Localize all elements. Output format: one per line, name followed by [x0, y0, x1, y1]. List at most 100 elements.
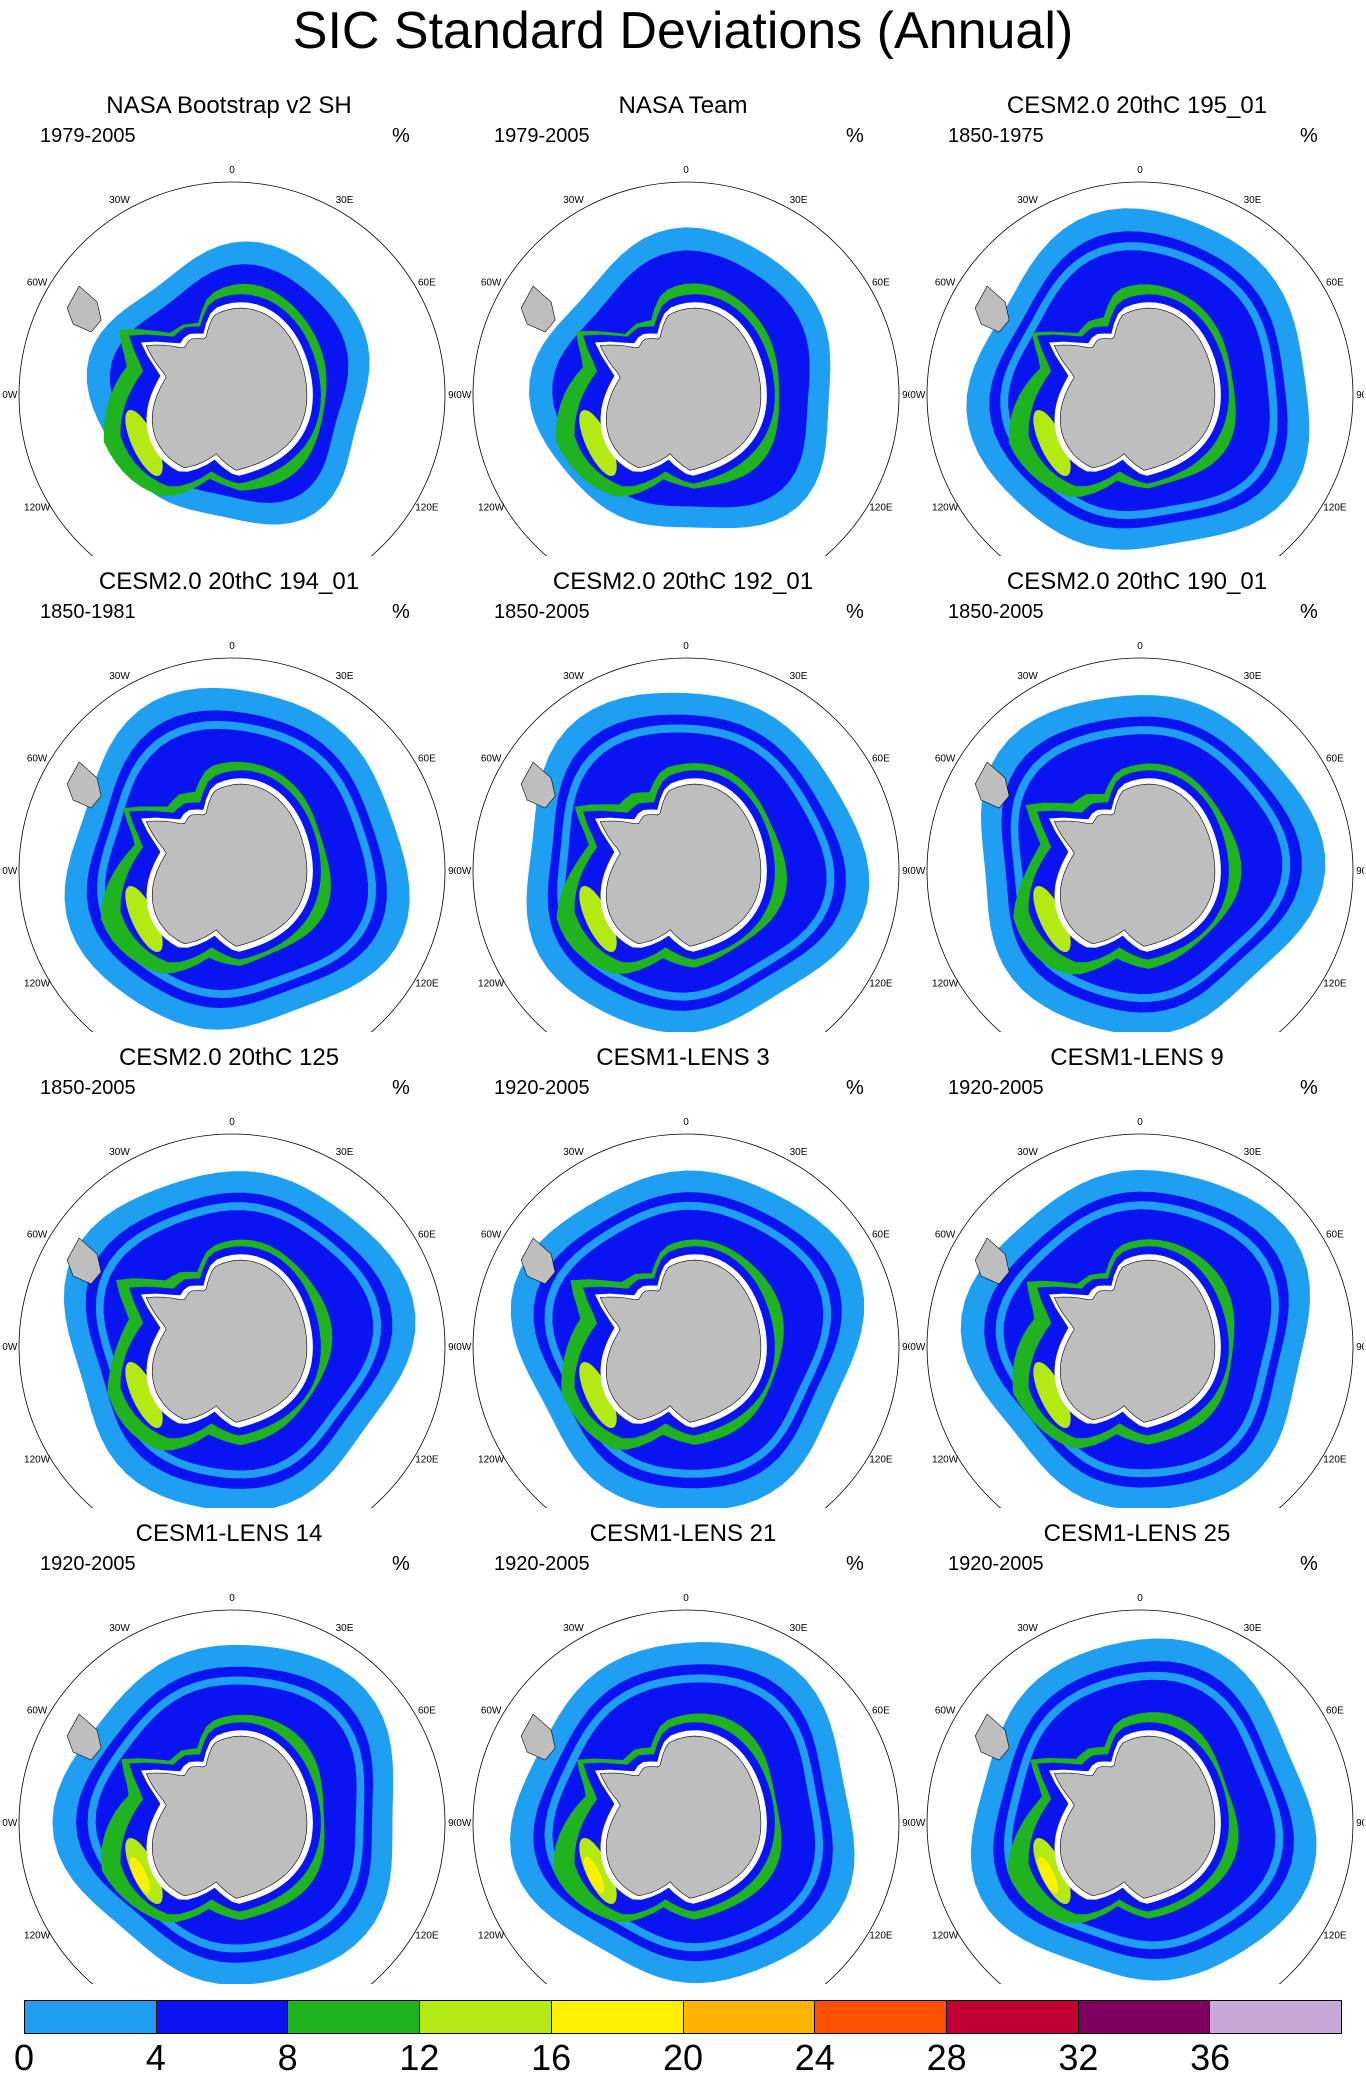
- longitude-label: 60E: [418, 754, 436, 765]
- longitude-label: 120W: [932, 1931, 959, 1942]
- longitude-label: 0: [229, 1117, 235, 1128]
- polar-map: 030E60E90E120E150E180150W120W90W60W30W: [910, 641, 1364, 1032]
- map-panel: 030E60E90E120E150E180150W120W90W60W30WCE…: [456, 1032, 910, 1508]
- colorbar-label: 32: [1058, 2037, 1099, 2078]
- colorbar-label: 12: [399, 2037, 440, 2078]
- panel-period: 1920-2005: [494, 1553, 590, 1575]
- longitude-label: 30E: [336, 1147, 354, 1158]
- map-layers: [520, 692, 870, 1032]
- map-boundary-circle: [472, 657, 900, 1032]
- panel-title: CESM1-LENS 3: [596, 1044, 770, 1071]
- panel-period: 1850-2005: [40, 1077, 136, 1099]
- longitude-label: 120W: [478, 503, 505, 514]
- longitude-label: 120W: [478, 1455, 505, 1466]
- panel-period: 1979-2005: [494, 125, 590, 147]
- panel-title: CESM1-LENS 21: [589, 1520, 777, 1547]
- panel-units: %: [1300, 601, 1318, 623]
- map-panel: 030E60E90E120E150E180150W120W90W60W30WCE…: [910, 1508, 1364, 1984]
- map-boundary-circle: [472, 1609, 900, 1984]
- map-layers: [63, 1171, 416, 1508]
- south-america-land: [974, 1237, 1010, 1285]
- map-boundary-circle: [926, 657, 1354, 1032]
- map-layers: [966, 208, 1310, 550]
- longitude-label: 120W: [24, 503, 51, 514]
- longitude-label: 120E: [869, 1455, 893, 1466]
- panel-period: 1920-2005: [40, 1553, 136, 1575]
- longitude-label: 30W: [1017, 1147, 1038, 1158]
- panel-period: 1920-2005: [948, 1077, 1044, 1099]
- map-panel: 030E60E90E120E150E180150W120W90W60W30WNA…: [2, 80, 456, 556]
- panel-units: %: [1300, 1553, 1318, 1575]
- map-layers: [974, 695, 1326, 1032]
- polar-map: 030E60E90E120E150E180150W120W90W60W30W: [456, 641, 910, 1032]
- colorbar-box: [156, 2001, 289, 2033]
- longitude-label: 90W: [456, 1342, 472, 1353]
- colorbar-box: [1210, 2001, 1342, 2033]
- south-america-land: [520, 1713, 556, 1761]
- longitude-label: 120W: [932, 1455, 959, 1466]
- colorbar-label: 4: [145, 2037, 166, 2078]
- longitude-label: 0: [229, 1593, 235, 1604]
- longitude-label: 30W: [109, 195, 130, 206]
- colorbar-box: [288, 2001, 421, 2033]
- polar-map: 030E60E90E120E150E180150W120W90W60W30W: [2, 1117, 456, 1508]
- polar-map: 030E60E90E120E150E180150W120W90W60W30W: [456, 1117, 910, 1508]
- panel-period: 1850-2005: [494, 601, 590, 623]
- longitude-label: 120W: [932, 503, 959, 514]
- map-layers: [52, 1644, 394, 1984]
- longitude-label: 0: [683, 1117, 689, 1128]
- longitude-label: 30E: [790, 671, 808, 682]
- sic-zone-12-16: [1033, 1361, 1071, 1429]
- longitude-label: 90W: [910, 866, 926, 877]
- panel-title: NASA Bootstrap v2 SH: [106, 92, 352, 119]
- longitude-label: 90E: [448, 866, 456, 877]
- colorbar-label: 20: [662, 2037, 704, 2078]
- panel-title: CESM2.0 20thC 194_01: [98, 568, 360, 595]
- longitude-label: 90E: [448, 1342, 456, 1353]
- polar-map: 030E60E90E120E150E180150W120W90W60W30W: [2, 641, 456, 1032]
- antarctica-land: [599, 307, 762, 471]
- longitude-label: 90W: [456, 866, 472, 877]
- longitude-label: 60E: [872, 1706, 890, 1717]
- panel-units: %: [846, 601, 864, 623]
- longitude-label: 120E: [415, 503, 439, 514]
- longitude-label: 60E: [1326, 1706, 1344, 1717]
- south-america-land: [66, 1237, 102, 1285]
- map-panel: 030E60E90E120E150E180150W120W90W60W30WCE…: [910, 556, 1364, 1032]
- longitude-label: 120E: [1323, 503, 1347, 514]
- panel-units: %: [846, 1553, 864, 1575]
- map-panel: 030E60E90E120E150E180150W120W90W60W30WCE…: [2, 556, 456, 1032]
- longitude-label: 120E: [415, 1931, 439, 1942]
- south-america-land: [66, 285, 102, 333]
- antarctica-land: [145, 1735, 308, 1899]
- colorbar-label: 24: [794, 2037, 835, 2078]
- panel-units: %: [1300, 125, 1318, 147]
- longitude-label: 90E: [1356, 390, 1364, 401]
- longitude-label: 30E: [336, 671, 354, 682]
- sic-zone-12-16: [1033, 885, 1071, 953]
- antarctica-land: [1053, 1259, 1216, 1423]
- longitude-label: 30W: [1017, 671, 1038, 682]
- sic-zone-12-16: [579, 409, 617, 477]
- longitude-label: 60E: [418, 278, 436, 289]
- longitude-label: 0: [1137, 1117, 1143, 1128]
- longitude-label: 60E: [872, 1230, 890, 1241]
- longitude-label: 120W: [24, 979, 51, 990]
- longitude-label: 60E: [418, 1706, 436, 1717]
- longitude-label: 90W: [910, 390, 926, 401]
- sic-zone-16-20: [583, 1856, 605, 1894]
- polar-map: 030E60E90E120E150E180150W120W90W60W30W: [910, 165, 1364, 556]
- longitude-label: 90W: [2, 1818, 18, 1829]
- colorbar-box: [1078, 2001, 1211, 2033]
- sic-zone-12-16: [579, 1361, 617, 1429]
- south-america-land: [520, 285, 556, 333]
- polar-map: 030E60E90E120E150E180150W120W90W60W30W: [456, 1593, 910, 1984]
- polar-map: 030E60E90E120E150E180150W120W90W60W30W: [910, 1117, 1364, 1508]
- antarctica-land: [599, 1735, 762, 1899]
- antarctica-land: [145, 307, 308, 471]
- longitude-label: 30W: [109, 1147, 130, 1158]
- panel-units: %: [392, 125, 410, 147]
- south-america-land: [66, 1713, 102, 1761]
- map-panel: 030E60E90E120E150E180150W120W90W60W30WCE…: [910, 1032, 1364, 1508]
- sic-zone-16-20: [129, 1856, 151, 1894]
